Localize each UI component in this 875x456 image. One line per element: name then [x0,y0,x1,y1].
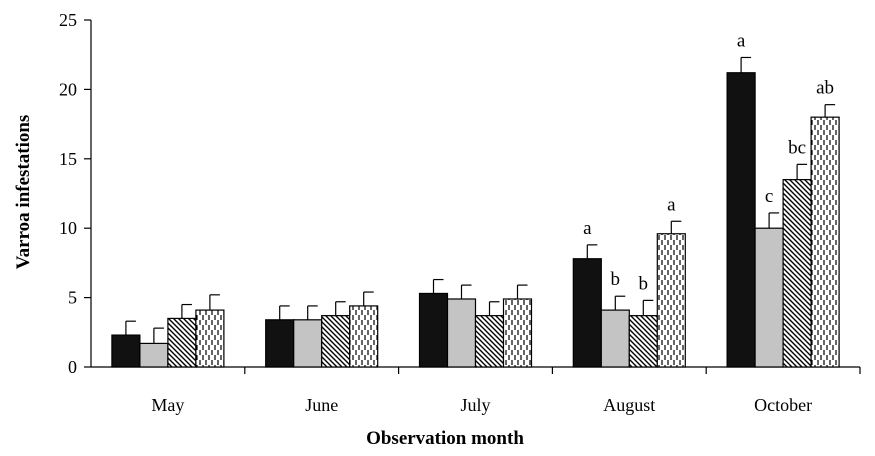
bar [628,315,658,368]
significance-label: a [737,30,746,51]
bar [349,305,379,368]
significance-label: ab [816,78,834,99]
error-bars [125,56,836,344]
x-tick-label: August [603,395,655,415]
bar [195,309,225,368]
bar [502,298,533,368]
bar [321,315,351,368]
bar [754,227,784,368]
bar [446,298,477,368]
y-tick-label: 10 [59,218,77,238]
bar [656,233,686,368]
bar [572,258,602,368]
bar [167,317,197,368]
bar [474,315,505,368]
y-tick-label: 25 [59,10,77,30]
bar [810,116,840,368]
bar [782,179,812,368]
bar [139,342,169,368]
significance-label: a [583,218,592,239]
significance-label: c [765,186,773,207]
bar [418,292,449,368]
y-tick-label: 15 [59,149,77,169]
y-tick-label: 5 [68,288,77,308]
significance-label: b [639,273,649,294]
y-tick-label: 0 [68,357,77,377]
y-tick-label: 20 [59,79,77,99]
bar [726,72,756,368]
significance-label: b [611,269,621,290]
y-axis-ticks: 0 5 10 15 20 25 [59,10,91,377]
x-tick-label: October [754,395,812,415]
x-axis-ticks: May June July August October [151,367,861,415]
bar [265,319,295,368]
y-axis-title: Varroa infestations [13,115,34,270]
bar [600,309,630,368]
significance-label: a [667,194,676,215]
x-tick-label: June [305,395,338,415]
significance-label: bc [788,137,806,158]
bar [111,334,141,368]
bars [111,72,840,368]
bar [293,319,323,368]
x-tick-label: May [151,395,184,415]
x-tick-label: July [460,395,490,415]
x-axis-title: Observation month [366,428,524,449]
